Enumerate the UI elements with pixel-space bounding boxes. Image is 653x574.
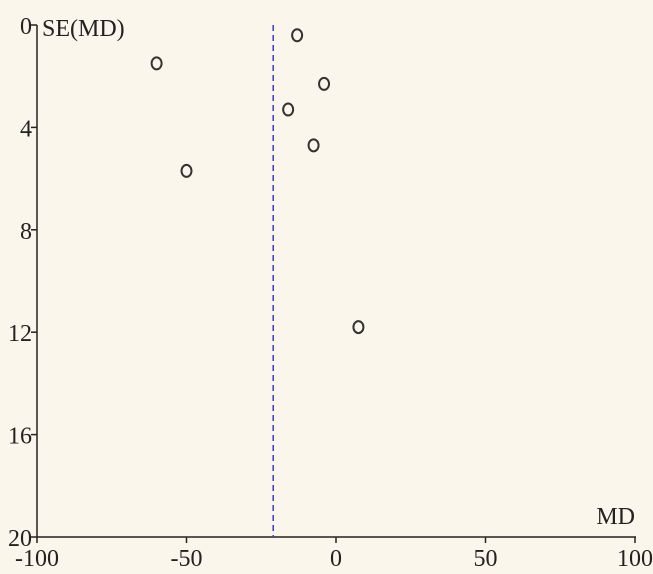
point — [282, 102, 295, 117]
point — [318, 76, 331, 91]
x-tick-label: 0 — [330, 546, 342, 572]
point — [180, 163, 193, 178]
y-tick-label: 4 — [20, 116, 32, 142]
y-tick-label: 0 — [20, 14, 32, 40]
x-tick-label: -50 — [171, 546, 203, 572]
point — [150, 56, 163, 71]
x-tick-label: 50 — [474, 546, 498, 572]
point — [291, 28, 304, 43]
point — [307, 138, 320, 153]
point — [352, 320, 365, 335]
y-tick-label: 8 — [20, 219, 32, 245]
y-tick-label: 16 — [8, 424, 32, 450]
y-tick-label: 12 — [8, 321, 32, 347]
x-axis-label: MD — [596, 504, 635, 530]
x-tick-label: -100 — [15, 546, 59, 572]
x-tick-label: 100 — [617, 546, 653, 572]
y-tick-label: 20 — [8, 526, 32, 552]
y-axis-label: SE(MD) — [42, 16, 125, 42]
